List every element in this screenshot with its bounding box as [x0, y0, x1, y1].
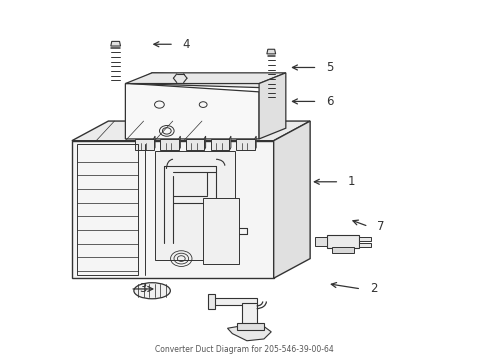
- Polygon shape: [236, 139, 254, 150]
- Polygon shape: [314, 237, 326, 246]
- Polygon shape: [153, 136, 155, 150]
- Text: Converter Duct Diagram for 205-546-39-00-64: Converter Duct Diagram for 205-546-39-00…: [155, 345, 333, 354]
- Polygon shape: [242, 303, 256, 325]
- Polygon shape: [207, 294, 215, 309]
- Polygon shape: [160, 139, 179, 150]
- Polygon shape: [125, 84, 259, 139]
- Text: 4: 4: [183, 38, 190, 51]
- Polygon shape: [358, 243, 370, 247]
- Polygon shape: [229, 136, 230, 150]
- Polygon shape: [331, 247, 353, 253]
- Text: 5: 5: [325, 61, 333, 74]
- Polygon shape: [125, 73, 285, 84]
- Polygon shape: [185, 139, 203, 150]
- Polygon shape: [254, 136, 256, 150]
- Text: 6: 6: [325, 95, 333, 108]
- Polygon shape: [210, 139, 229, 150]
- Polygon shape: [326, 235, 358, 248]
- Polygon shape: [358, 237, 370, 241]
- Ellipse shape: [134, 283, 170, 299]
- Polygon shape: [203, 136, 205, 150]
- Polygon shape: [266, 49, 275, 54]
- Polygon shape: [111, 41, 120, 46]
- Polygon shape: [154, 152, 235, 260]
- Polygon shape: [135, 139, 153, 150]
- Polygon shape: [273, 121, 309, 278]
- Polygon shape: [259, 73, 285, 139]
- Polygon shape: [203, 198, 239, 264]
- Polygon shape: [179, 136, 180, 150]
- Polygon shape: [237, 323, 264, 330]
- Polygon shape: [72, 121, 309, 141]
- Polygon shape: [227, 326, 271, 341]
- Text: 7: 7: [376, 220, 384, 233]
- Text: 2: 2: [369, 283, 377, 296]
- Text: 3: 3: [139, 283, 146, 296]
- Polygon shape: [72, 141, 273, 278]
- Text: 1: 1: [347, 175, 355, 188]
- Polygon shape: [210, 298, 256, 305]
- Polygon shape: [130, 73, 285, 87]
